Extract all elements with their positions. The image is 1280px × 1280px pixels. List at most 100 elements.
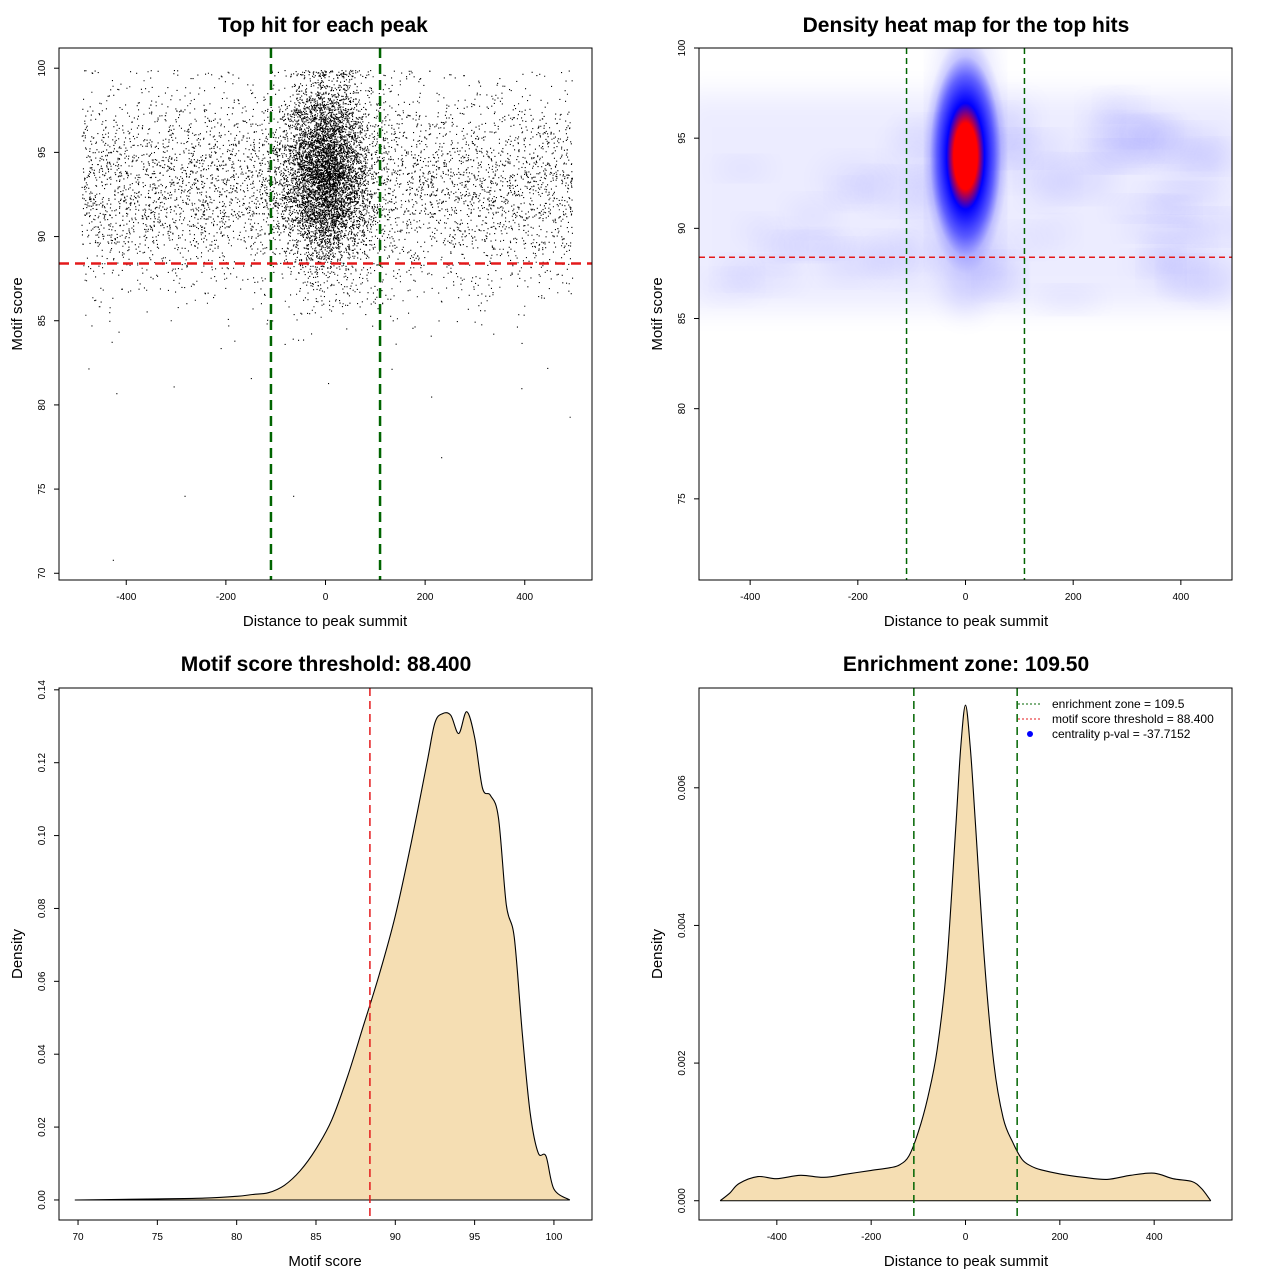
- legend: enrichment zone = 109.5 motif score thre…: [1018, 697, 1214, 741]
- scatter-x-tick-label: 200: [417, 592, 434, 603]
- heatmap-haze-blotch: [1169, 261, 1230, 302]
- heatmap-density: [699, 48, 1242, 315]
- legend-enrichment-zone-label: enrichment zone = 109.5: [1052, 697, 1185, 711]
- heatmap-y-tick-label: 100: [677, 39, 688, 56]
- score-density-plot-area: [74, 688, 571, 1220]
- heatmap-core: [923, 48, 1008, 275]
- score-density-x-tick-label: 85: [310, 1232, 322, 1243]
- distance-density-plot-area: [719, 688, 1212, 1220]
- distance-density-x-axis-label: Distance to peak summit: [884, 1253, 1049, 1270]
- heatmap-y-axis-label: Motif score: [649, 277, 666, 350]
- heatmap-haze-blotch: [701, 272, 763, 302]
- score-density-area-fill: [74, 711, 570, 1200]
- distance-density-x-tick-label: 400: [1146, 1232, 1163, 1243]
- scatter-axes: -400 -200 0 200 400 70 75 80 85 90 95 100: [37, 59, 534, 603]
- heatmap-axes: -400 -200 0 200 400 75 80 85 90 95 100: [677, 39, 1190, 603]
- heatmap-haze-blotch: [1081, 95, 1119, 140]
- score-density-x-tick-label: 100: [546, 1232, 563, 1243]
- heatmap-x-tick-label: -200: [848, 592, 868, 603]
- heatmap-haze-blotch: [714, 157, 772, 180]
- panel-score-density: Motif score threshold: 88.400 70 75 80 85 90…: [9, 653, 593, 1270]
- score-density-x-tick-label: 80: [231, 1232, 243, 1243]
- score-density-x-tick-label: 75: [152, 1232, 164, 1243]
- distance-density-x-tick-label: -200: [861, 1232, 881, 1243]
- legend-motif-threshold-label: motif score threshold = 88.400: [1052, 712, 1214, 726]
- heatmap-x-tick-label: 200: [1065, 592, 1082, 603]
- score-density-y-axis-label: Density: [9, 928, 26, 979]
- heatmap-haze-blotch: [1194, 252, 1242, 301]
- heatmap-haze-blotch: [1045, 159, 1114, 199]
- distance-density-density-curve: [719, 704, 1212, 1202]
- heatmap-y-tick-label: 85: [677, 313, 688, 325]
- heatmap-haze-blotch: [1122, 218, 1203, 240]
- score-density-y-tick-label: 0.10: [37, 825, 48, 845]
- panel-distance-density: Enrichment zone: 109.50 -400 -200 0 200 400 0…: [649, 653, 1233, 1270]
- scatter-y-tick-label: 75: [37, 483, 48, 495]
- panel-scatter: Top hit for each peak -400 -200 0 200 400 70 7…: [9, 14, 593, 630]
- scatter-points: [81, 69, 574, 561]
- distance-density-y-axis-label: Density: [649, 928, 666, 979]
- scatter-x-tick-label: -400: [116, 592, 136, 603]
- distance-density-y-tick-label: 0.006: [677, 775, 688, 800]
- heatmap-x-tick-label: -400: [740, 592, 760, 603]
- score-density-density-curve: [74, 711, 571, 1201]
- scatter-title: Top hit for each peak: [218, 14, 428, 37]
- heatmap-title: Density heat map for the top hits: [803, 14, 1130, 37]
- heatmap-plot-area: [699, 48, 1242, 580]
- scatter-x-tick-label: -200: [216, 592, 236, 603]
- legend-centrality-label: centrality p-val = -37.7152: [1052, 727, 1191, 741]
- heatmap-haze-blotch: [1114, 119, 1173, 145]
- heatmap-y-tick-label: 95: [677, 132, 688, 144]
- scatter-y-tick-label: 95: [37, 146, 48, 158]
- scatter-x-tick-label: 400: [516, 592, 533, 603]
- heatmap-haze-blotch: [1142, 240, 1180, 288]
- score-density-plot-frame: [58, 687, 593, 1221]
- scatter-x-tick-label: 0: [323, 592, 329, 603]
- heatmap-haze-blotch: [780, 231, 855, 256]
- score-density-y-tick-label: 0.14: [37, 680, 48, 700]
- heatmap-haze-blotch: [998, 225, 1054, 255]
- score-density-x-tick-label: 90: [390, 1232, 402, 1243]
- score-density-x-tick-label: 70: [72, 1232, 84, 1243]
- heatmap-haze-blotch: [1035, 288, 1101, 312]
- scatter-y-axis-label: Motif score: [9, 277, 26, 350]
- heatmap-haze-blotch: [1108, 197, 1186, 220]
- score-density-y-tick-label: 0.04: [37, 1044, 48, 1064]
- heatmap-haze-blotch: [737, 217, 777, 247]
- score-density-x-axis-label: Motif score: [288, 1253, 361, 1270]
- scatter-y-tick-label: 90: [37, 231, 48, 243]
- heatmap-y-tick-label: 90: [677, 222, 688, 234]
- score-density-y-tick-label: 0.08: [37, 898, 48, 918]
- scatter-plot-area: [59, 48, 592, 580]
- heatmap-y-tick-label: 75: [677, 493, 688, 505]
- heatmap-haze-blotch: [786, 198, 840, 234]
- score-density-x-tick-label: 95: [469, 1232, 481, 1243]
- score-density-axes: 70 75 80 85 90 95 100 0.00 0.02 0.04 0.06 0.08 0.10 0…: [37, 680, 563, 1243]
- distance-density-y-tick-label: 0.002: [677, 1050, 688, 1075]
- scatter-y-tick-label: 85: [37, 315, 48, 327]
- scatter-y-tick-label: 100: [37, 59, 48, 76]
- heatmap-x-tick-label: 0: [963, 592, 969, 603]
- heatmap-haze-blotch: [716, 258, 758, 288]
- distance-density-title: Enrichment zone: 109.50: [843, 653, 1089, 676]
- distance-density-y-tick-label: 0.000: [677, 1188, 688, 1213]
- heatmap-y-tick-label: 80: [677, 403, 688, 415]
- scatter-x-axis-label: Distance to peak summit: [243, 613, 408, 630]
- heatmap-x-tick-label: 400: [1173, 592, 1190, 603]
- score-density-y-tick-label: 0.12: [37, 753, 48, 773]
- heatmap-haze-blotch: [1036, 217, 1076, 245]
- score-density-y-tick-label: 0.02: [37, 1117, 48, 1137]
- score-density-y-tick-label: 0.00: [37, 1190, 48, 1210]
- scatter-y-tick-label: 70: [37, 567, 48, 579]
- legend-centrality-point: [1027, 731, 1033, 737]
- distance-density-x-tick-label: 0: [963, 1232, 969, 1243]
- heatmap-haze-blotch: [830, 180, 867, 208]
- distance-density-x-tick-label: 200: [1051, 1232, 1068, 1243]
- distance-density-area-fill: [720, 705, 1211, 1201]
- panel-heatmap: Density heat map for the top hits -400 -2…: [649, 14, 1242, 630]
- heatmap-haze-blotch: [1078, 143, 1157, 170]
- scatter-y-tick-label: 80: [37, 399, 48, 411]
- distance-density-y-tick-label: 0.004: [677, 912, 688, 937]
- score-density-y-tick-label: 0.06: [37, 971, 48, 991]
